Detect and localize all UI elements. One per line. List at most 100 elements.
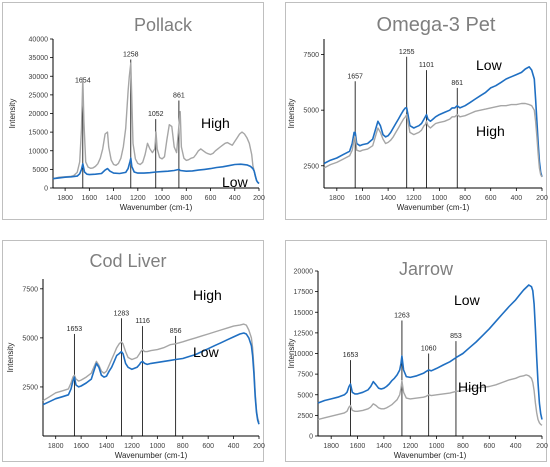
x-tick-label: 600 [202, 443, 214, 450]
y-axis-label: Intensity [287, 99, 296, 129]
y-tick-label: 35000 [29, 55, 49, 62]
x-axis-label: Wavenumber (cm-1) [115, 451, 188, 460]
x-tick-label: 1200 [402, 443, 418, 450]
y-tick-label: 20000 [29, 111, 49, 118]
x-tick-label: 1400 [380, 195, 396, 202]
series-line-high [42, 323, 260, 423]
y-axis-label: Intensity [8, 99, 17, 129]
y-tick-label: 12500 [294, 330, 314, 337]
x-tick-label: 1200 [130, 195, 146, 202]
series-line-high [317, 374, 543, 426]
x-tick-label: 1800 [48, 443, 64, 450]
x-tick-label: 400 [510, 443, 522, 450]
chart-title: Cod Liver [89, 251, 166, 271]
peak-label: 1283 [114, 310, 130, 317]
peak-label: 1657 [347, 73, 363, 80]
x-tick-label: 1600 [82, 195, 98, 202]
x-tick-label: 600 [205, 195, 217, 202]
series-name-high: High [193, 287, 222, 303]
y-tick-label: 17500 [294, 289, 314, 296]
chart-panel-jarrow: Jarrow 1800 1600 1400 1200 1000 800 600 400 200 0 2… [285, 240, 548, 462]
chart-jarrow: Jarrow 1800 1600 1400 1200 1000 800 600 400 200 0 2… [287, 259, 548, 460]
y-tick-label: 5000 [303, 108, 319, 115]
x-tick-label: 400 [511, 195, 523, 202]
y-tick-label: 7500 [303, 52, 319, 59]
x-tick-label: 1800 [323, 443, 339, 450]
chart-omega3-pet: Omega-3 Pet 1800 1600 1400 1200 1000 800 600 400… [287, 14, 548, 212]
x-tick-label: 200 [536, 195, 548, 202]
series-line-low [52, 157, 260, 185]
y-tick-label: 0 [309, 434, 313, 441]
y-tick-label: 2500 [303, 163, 319, 170]
peak-label: 1258 [123, 51, 139, 58]
peak-label: 1255 [399, 49, 415, 56]
x-axis-label: Wavenumber (cm-1) [120, 203, 193, 212]
y-tick-label: 10000 [294, 351, 314, 358]
series-name-high: High [201, 115, 230, 131]
y-tick-label: 15000 [294, 310, 314, 317]
peak-label: 856 [170, 328, 182, 335]
y-tick-label: 5000 [297, 392, 313, 399]
series-name-high: High [458, 379, 487, 395]
peak-label: 861 [451, 80, 463, 87]
x-tick-label: 1600 [355, 195, 371, 202]
x-tick-label: 600 [483, 443, 495, 450]
x-tick-label: 1000 [154, 195, 170, 202]
y-tick-label: 5000 [22, 335, 38, 342]
peak-label: 1116 [135, 318, 150, 325]
x-tick-label: 1200 [406, 195, 422, 202]
y-axis-label: Intensity [6, 343, 15, 373]
x-tick-label: 800 [457, 443, 469, 450]
x-tick-label: 1400 [376, 443, 392, 450]
series-name-low: Low [454, 292, 481, 308]
x-axis-label: Wavenumber (cm-1) [397, 203, 470, 212]
series-name-high: High [476, 123, 505, 139]
x-tick-label: 1600 [73, 443, 89, 450]
chart-panel-pollack: Pollack 1800 1600 1400 1200 1000 800 600 400 200 0… [2, 2, 265, 220]
x-tick-label: 200 [536, 443, 548, 450]
x-tick-label: 1000 [150, 443, 166, 450]
x-tick-label: 1800 [329, 195, 345, 202]
y-tick-label: 15000 [29, 130, 49, 137]
y-tick-label: 10000 [29, 148, 49, 155]
x-tick-label: 1400 [99, 443, 115, 450]
y-tick-label: 25000 [29, 92, 49, 99]
series-line-high [52, 62, 260, 185]
y-tick-label: 5000 [32, 167, 48, 174]
peak-label: 1060 [421, 346, 437, 353]
chart-panel-omega3-pet: Omega-3 Pet 1800 1600 1400 1200 1000 800 600 400… [285, 2, 548, 220]
x-tick-label: 800 [459, 195, 471, 202]
peak-label: 853 [450, 333, 462, 340]
series-line-low [317, 284, 543, 420]
chart-title: Jarrow [399, 259, 454, 279]
series-name-low: Low [476, 57, 503, 73]
peak-label: 1052 [148, 111, 164, 118]
x-tick-label: 400 [228, 443, 240, 450]
x-tick-label: 1800 [57, 195, 73, 202]
y-axis-label: Intensity [287, 339, 296, 369]
x-tick-label: 800 [180, 195, 192, 202]
chart-title: Pollack [134, 15, 193, 35]
x-axis-label: Wavenumber (cm-1) [394, 451, 467, 460]
peak-label: 1653 [343, 352, 359, 359]
x-tick-label: 800 [177, 443, 189, 450]
peak-label: 1101 [419, 62, 434, 69]
y-tick-label: 2500 [22, 384, 38, 391]
series-line-low [42, 332, 260, 425]
y-tick-label: 7500 [297, 372, 313, 379]
chart-cod-liver: Cod Liver 1800 1600 1400 1200 1000 800 600 400 20… [6, 251, 265, 460]
x-tick-label: 1400 [106, 195, 122, 202]
x-tick-label: 1600 [350, 443, 366, 450]
series-line-high [323, 102, 543, 178]
y-tick-label: 0 [44, 186, 48, 193]
x-tick-label: 200 [253, 195, 265, 202]
y-tick-label: 7500 [22, 286, 38, 293]
x-tick-label: 1200 [124, 443, 140, 450]
series-line-low [323, 65, 543, 178]
peak-label: 861 [173, 92, 185, 99]
peak-label: 1653 [67, 326, 83, 333]
series-name-low: Low [222, 174, 249, 190]
chart-title: Omega-3 Pet [377, 14, 496, 36]
y-tick-label: 30000 [29, 74, 49, 81]
